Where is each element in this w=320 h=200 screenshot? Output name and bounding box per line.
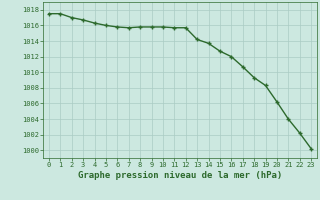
X-axis label: Graphe pression niveau de la mer (hPa): Graphe pression niveau de la mer (hPa) xyxy=(78,171,282,180)
